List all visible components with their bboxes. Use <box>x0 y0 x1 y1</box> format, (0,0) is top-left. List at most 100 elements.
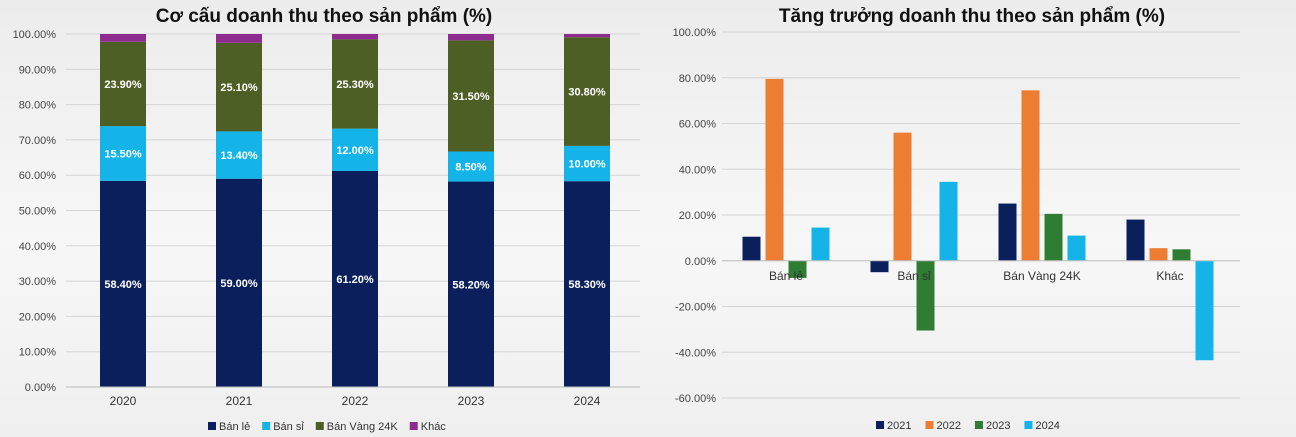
x-tick-label: Bán Vàng 24K <box>1003 269 1080 283</box>
bar-2022 <box>893 132 912 261</box>
legend-swatch <box>925 421 934 429</box>
data-label: 10.00% <box>568 159 606 171</box>
y-tick-label: 60.00% <box>679 119 717 131</box>
data-label: 25.10% <box>220 82 258 94</box>
y-tick-label: 20.00% <box>19 311 57 323</box>
bar-2023 <box>788 260 807 278</box>
legend-label: Khác <box>421 421 447 433</box>
legend-label: Bán lẻ <box>219 421 250 433</box>
bar-segment-khac <box>564 34 610 38</box>
chart-title: Cơ cấu doanh thu theo sản phẩm (%) <box>155 6 493 27</box>
legend-label: 2021 <box>887 420 911 432</box>
legend-swatch <box>208 422 216 430</box>
bar-segment-ban-vang-24k <box>216 42 262 132</box>
y-tick-label: 100.00% <box>13 29 57 41</box>
data-label: 30.80% <box>568 87 606 99</box>
bar-2023 <box>1044 213 1063 261</box>
bar-segment-ban-si <box>216 131 262 179</box>
y-tick-label: 100.00% <box>673 27 717 39</box>
legend-label: 2023 <box>986 420 1010 432</box>
bar-segment-ban-le <box>216 178 262 387</box>
bar-segment-khac <box>332 34 378 40</box>
legend-label: Bán Vàng 24K <box>327 421 399 433</box>
x-tick-label: 2023 <box>458 394 485 408</box>
legend-swatch <box>974 421 983 429</box>
bar-segment-ban-le <box>332 170 378 387</box>
x-tick-label: 2020 <box>110 394 137 408</box>
x-tick-label: Khác <box>1156 269 1183 283</box>
bar-segment-khac <box>100 34 146 42</box>
y-tick-label: 40.00% <box>679 164 717 176</box>
y-tick-label: 80.00% <box>679 73 717 85</box>
bar-segment-ban-le <box>564 181 610 387</box>
data-label: 8.50% <box>455 162 486 174</box>
y-tick-label: 50.00% <box>19 206 57 218</box>
revenue-structure-chart: Cơ cấu doanh thu theo sản phẩm (%) 0.00%… <box>13 6 640 433</box>
data-label: 58.40% <box>104 279 142 291</box>
y-tick-label: 0.00% <box>685 256 716 268</box>
bar-segment-khac <box>216 34 262 43</box>
bar-2023 <box>1172 249 1191 261</box>
bar-2022 <box>765 78 784 261</box>
bar-segment-ban-vang-24k <box>448 40 494 152</box>
legend-swatch <box>876 421 884 429</box>
bar-segment-ban-si <box>564 145 610 182</box>
data-label: 15.50% <box>104 148 142 160</box>
y-tick-label: 90.00% <box>19 64 57 76</box>
y-tick-label: 0.00% <box>25 382 56 394</box>
bar-2023 <box>916 260 935 331</box>
legend-label: 2024 <box>1035 420 1059 432</box>
bar-2024 <box>1067 235 1086 261</box>
data-label: 31.50% <box>452 91 490 103</box>
y-tick-label: 20.00% <box>679 210 717 222</box>
x-tick-label: 2021 <box>226 394 253 408</box>
x-tick-label: 2022 <box>342 394 369 408</box>
y-tick-label: 40.00% <box>19 241 57 253</box>
x-tick-label: Bán sỉ <box>897 269 931 283</box>
bar-segment-khac <box>448 34 494 41</box>
bar-2022 <box>1149 248 1168 261</box>
stacked-bar-plot: 0.00% 10.00% 20.00% 30.00% 40.00% 50.00% 60.00… <box>13 29 640 433</box>
bar-segment-ban-si <box>448 151 494 182</box>
y-tick-label: -60.00% <box>675 393 716 405</box>
bar-2021 <box>998 203 1017 261</box>
legend-label: Bán sỉ <box>273 421 304 433</box>
bar-segment-ban-si <box>332 128 378 171</box>
y-tick-label: 70.00% <box>19 135 57 147</box>
bar-segment-ban-le <box>448 181 494 387</box>
y-tick-label: 30.00% <box>19 276 57 288</box>
data-label: 23.90% <box>104 79 142 91</box>
data-label: 58.20% <box>452 279 490 291</box>
legend-swatch <box>262 422 271 430</box>
bar-2024 <box>1195 260 1214 361</box>
bar-2021 <box>742 236 761 261</box>
bar-segment-ban-le <box>100 180 146 387</box>
x-tick-label: Bán lẻ <box>769 269 803 283</box>
y-tick-label: -20.00% <box>675 302 716 314</box>
grouped-bar-plot: -60.00% -40.00% -20.00% 0.00% 20.00% 40.00% 60… <box>673 27 1240 432</box>
bar-2024 <box>939 181 958 261</box>
data-label: 13.40% <box>220 150 258 162</box>
data-label: 12.00% <box>336 145 374 157</box>
y-tick-label: 60.00% <box>19 170 57 182</box>
legend-swatch <box>409 422 418 430</box>
data-label: 58.30% <box>568 279 606 291</box>
data-label: 25.30% <box>336 79 374 91</box>
data-label: 59.00% <box>220 278 258 290</box>
bar-segment-ban-vang-24k <box>564 37 610 146</box>
legend-label: 2022 <box>936 420 960 432</box>
bar-segment-ban-vang-24k <box>332 39 378 129</box>
bar-segment-ban-vang-24k <box>100 41 146 127</box>
chart-title: Tăng trưởng doanh thu theo sản phẩm (%) <box>778 6 1166 27</box>
revenue-growth-chart: Tăng trưởng doanh thu theo sản phẩm (%) … <box>648 0 1296 437</box>
bar-2021 <box>870 260 889 273</box>
y-tick-label: 80.00% <box>19 100 57 112</box>
data-label: 61.20% <box>336 274 374 286</box>
legend-swatch <box>315 422 324 430</box>
bar-2021 <box>1126 219 1145 261</box>
bar-2022 <box>1021 90 1040 261</box>
y-tick-label: 10.00% <box>19 347 57 359</box>
bar-2024 <box>811 227 830 261</box>
x-tick-label: 2024 <box>574 394 601 408</box>
bar-segment-ban-si <box>100 126 146 181</box>
